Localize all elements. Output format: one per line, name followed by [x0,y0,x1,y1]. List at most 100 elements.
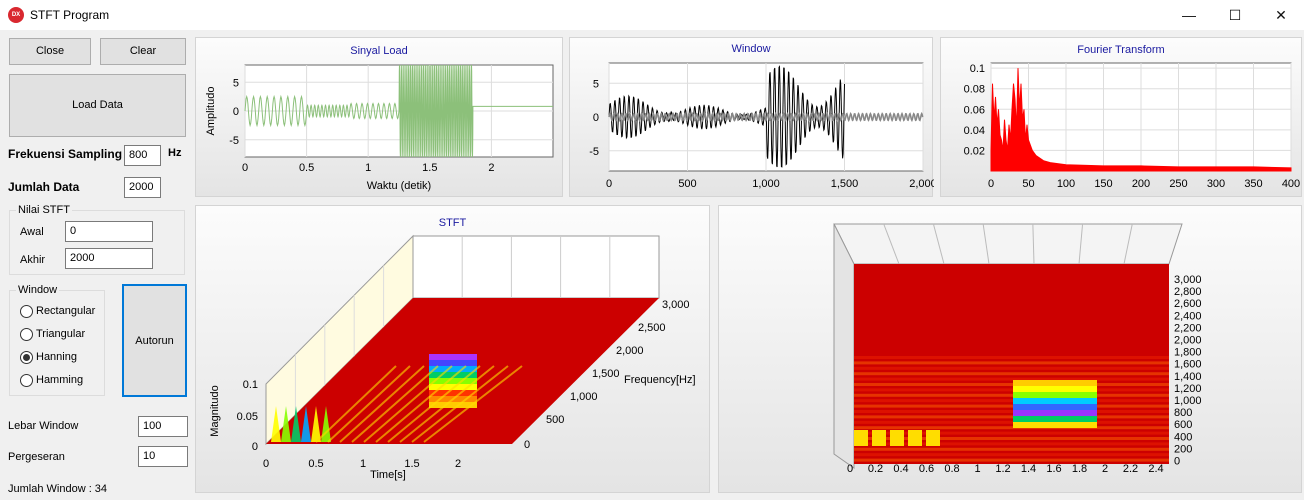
stft-ridge [351,365,439,443]
stft-band [429,378,477,384]
radio-hanning[interactable] [20,351,33,364]
stft-xtick: 2 [455,458,461,470]
window-xtick: 500 [678,178,696,190]
stft-ztick: 0 [524,439,530,451]
stft-peak [301,406,311,442]
stft-group-title: Nilai STFT [16,204,72,216]
stft-band [429,360,477,366]
stft-ytick: 0.1 [243,379,258,391]
window-chart-panel: Window 0 500 1,000 1,500 2,000 5 0 -5 [569,37,934,197]
spectrogram-ytick: 600 [1174,419,1192,431]
radio-hamming[interactable] [20,374,33,387]
stft-ztick: 500 [546,414,564,426]
radio-rectangular[interactable] [20,305,33,318]
stft-group: Nilai STFT Awal 0 Akhir 2000 [9,204,185,275]
spectrogram-burst [908,430,922,446]
spectrogram-xtick: 1.8 [1072,463,1087,475]
pergeseran-input[interactable]: 10 [138,446,188,467]
stft-ytick: 0 [252,441,258,453]
spectrogram-row [854,453,1169,457]
spectrogram-xtick: 0.4 [893,463,908,475]
stft-xtick: 1 [360,458,366,470]
signal-chart-title: Sinyal Load [350,45,408,57]
stft-band [429,384,477,390]
spectrogram-chart: 0 0.2 0.4 0.6 0.8 1 1.2 1.4 1.6 1.8 2 2.2 2.43,0002,… [833,223,1202,475]
stft-xlabel: Time[s] [370,469,406,481]
signal-ytick: 5 [233,77,239,89]
pergeseran-label: Pergeseran [8,451,65,463]
load-data-button[interactable]: Load Data [9,74,186,137]
spectrogram-ytick: 2,000 [1174,335,1202,347]
radio-triangular[interactable] [20,328,33,341]
stft-ridge [363,365,453,443]
window-series-line [608,65,845,168]
stft-band [429,402,477,408]
spectrogram-ytick: 1,000 [1174,395,1202,407]
stft-ridge [399,365,495,443]
spectrogram-xtick: 1 [974,463,980,475]
spectrogram-row [854,372,1169,376]
stft-ytick: 0.05 [237,411,258,423]
spectrogram-ytick: 0 [1174,456,1180,468]
signal-xlabel: Waktu (detik) [367,180,431,192]
radio-rectangular-label: Rectangular [36,305,96,317]
spectrogram-row [854,426,1169,430]
awal-input[interactable]: 0 [65,221,153,242]
spectrogram-band [1013,380,1097,386]
jumlah-data-input[interactable]: 2000 [124,177,161,198]
stft-peak [321,406,331,442]
window-ytick: 5 [593,78,599,90]
stft-chart-panel: STFT 0 0.5 1 1.5 2 0.1 0.05 0 3,000 2,500 2,000 1,5… [195,205,710,493]
stft-xtick: 0 [263,458,269,470]
spectrogram-burst [872,430,886,446]
fourier-ytick: 0.02 [964,145,985,157]
radio-triangular-label: Triangular [36,328,86,340]
stft-ridge [423,365,523,443]
spectrogram-row [854,431,1169,435]
spectrogram-band [1013,398,1097,404]
stft-ridge [411,365,509,443]
spectrogram-row [854,366,1169,370]
fourier-xtick: 350 [1244,178,1262,190]
spectrogram-row [854,410,1169,413]
window-function-line [608,111,924,123]
signal-series-line [244,64,553,158]
spectrogram-ytick: 2,600 [1174,298,1202,310]
spectrogram-row [854,437,1169,440]
app-icon: DX [8,7,24,23]
spectrogram-row [854,393,1169,397]
close-window-button[interactable]: ✕ [1275,7,1287,23]
signal-xtick: 2 [488,162,494,174]
awal-label: Awal [20,226,44,238]
spectrogram-row [854,388,1169,392]
spectrogram-xtick: 2.4 [1148,463,1163,475]
spectrogram-row [854,377,1169,381]
spectrogram-row [854,447,1169,451]
fourier-ytick: 0.04 [964,125,985,137]
autorun-button[interactable]: Autorun [122,284,187,397]
sampling-unit: Hz [168,147,182,159]
stft-peak [291,406,301,442]
window-group: Window Rectangular Triangular Hanning Ha… [9,284,105,396]
lebar-window-input[interactable]: 100 [138,416,188,437]
close-button[interactable]: Close [9,38,91,65]
spectrogram-row [854,361,1169,365]
spectrogram-row [854,420,1169,424]
spectrogram-ytick: 1,800 [1174,347,1202,359]
minimize-button[interactable]: — [1182,7,1196,23]
stft-band [429,390,477,396]
spectrogram-ytick: 1,400 [1174,371,1202,383]
stft-xtick: 1.5 [404,458,419,470]
signal-chart: 0 0.5 1 1.5 2 5 0 -5 Waktu (detik) Amplitudo [205,64,554,192]
stft-peak [271,406,281,442]
spectrogram-ytick: 800 [1174,407,1192,419]
sampling-input[interactable]: 800 [124,145,161,166]
maximize-button[interactable]: ☐ [1228,7,1242,23]
signal-ytick: -5 [229,135,239,147]
signal-ytick: 0 [233,106,239,118]
akhir-input[interactable]: 2000 [65,248,153,269]
window-ytick: -5 [589,146,599,158]
stft-chart-title: STFT [438,217,467,229]
clear-button[interactable]: Clear [100,38,186,65]
fourier-xtick: 0 [988,178,994,190]
